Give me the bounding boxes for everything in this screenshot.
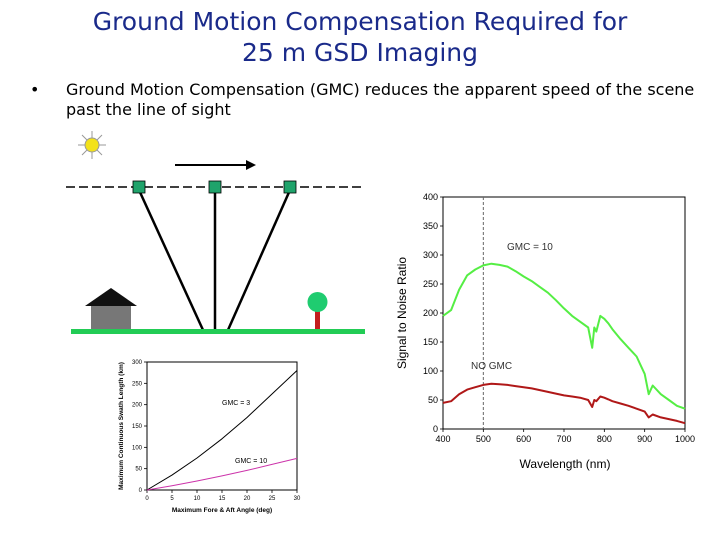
snr-x-tick-label: 700 bbox=[556, 434, 571, 444]
snr-x-tick-label: 400 bbox=[435, 434, 450, 444]
swath-y-tick-label: 300 bbox=[132, 360, 143, 366]
swath-x-tick-label: 25 bbox=[269, 496, 276, 502]
snr-y-tick-label: 400 bbox=[423, 192, 438, 202]
house-icon bbox=[85, 288, 137, 330]
snr-y-axis-label: Signal to Noise Ratio bbox=[395, 257, 409, 369]
snr-series-line-0 bbox=[442, 262, 686, 410]
snr-y-tick-label: 100 bbox=[423, 366, 438, 376]
snr-x-tick-label: 800 bbox=[597, 434, 612, 444]
swath-y-tick-label: 50 bbox=[135, 467, 142, 473]
snr-x-tick-label: 1000 bbox=[675, 434, 695, 444]
swath-x-axis-label: Maximum Fore & Aft Angle (deg) bbox=[172, 507, 272, 514]
swath-y-tick-label: 0 bbox=[139, 488, 143, 494]
bullet-text: Ground Motion Compensation (GMC) reduces… bbox=[66, 80, 695, 119]
ground-line bbox=[71, 329, 365, 334]
slide-title: Ground Motion Compensation Required for … bbox=[0, 6, 720, 68]
swath-x-tick-label: 20 bbox=[244, 496, 251, 502]
swath-x-tick-label: 30 bbox=[294, 496, 301, 502]
tree-icon bbox=[307, 292, 328, 330]
snr-x-tick-label: 500 bbox=[476, 434, 491, 444]
snr-x-axis-label: Wavelength (nm) bbox=[520, 457, 611, 471]
swath-plot-area bbox=[146, 361, 298, 491]
snr-x-tick-label: 600 bbox=[516, 434, 531, 444]
motion-arrow-icon bbox=[175, 160, 256, 170]
bullet-dot: • bbox=[30, 80, 40, 99]
swath-y-tick-label: 200 bbox=[132, 403, 143, 409]
snr-y-tick-label: 50 bbox=[428, 395, 438, 405]
swath-y-tick-label: 150 bbox=[132, 424, 143, 430]
swath-y-axis-label: Maximum Continuous Swath Length (km) bbox=[118, 362, 125, 490]
swath-x-tick-label: 15 bbox=[219, 496, 226, 502]
snr-y-tick-label: 200 bbox=[423, 308, 438, 318]
snr-y-tick-label: 0 bbox=[433, 424, 438, 434]
snr-y-tick-label: 150 bbox=[423, 337, 438, 347]
snr-series-label-nogmc: NO GMC bbox=[471, 361, 512, 372]
swath-y-tick-label: 100 bbox=[132, 445, 143, 451]
swath-x-tick-label: 10 bbox=[194, 496, 201, 502]
lines-of-sight bbox=[137, 189, 292, 331]
satellite-icon bbox=[208, 180, 222, 194]
snr-series-label-gmc10: GMC = 10 bbox=[507, 242, 553, 253]
snr-chart: 400 500 600 700 800 900 1000 0 50 100 150 200 250 300… bbox=[395, 192, 695, 471]
swath-x-tick-label: 5 bbox=[170, 496, 174, 502]
swath-series-label-gmc3: GMC = 3 bbox=[222, 400, 250, 407]
sun-icon bbox=[78, 131, 106, 159]
swath-x-tick-label: 0 bbox=[145, 496, 149, 502]
swath-series-line-1 bbox=[146, 457, 298, 491]
swath-series-label-gmc10: GMC = 10 bbox=[235, 458, 267, 465]
snr-series-line-1 bbox=[442, 382, 686, 425]
title-line-2: 25 m GSD Imaging bbox=[241, 38, 479, 67]
snr-y-tick-label: 350 bbox=[423, 221, 438, 231]
satellite-icon bbox=[132, 180, 146, 194]
swath-y-tick-label: 250 bbox=[132, 381, 143, 387]
satellite-icon bbox=[283, 180, 297, 194]
snr-y-tick-label: 250 bbox=[423, 279, 438, 289]
snr-x-tick-label: 900 bbox=[637, 434, 652, 444]
snr-y-tick-label: 300 bbox=[423, 250, 438, 260]
swath-series-line-0 bbox=[146, 370, 298, 491]
title-line-1: Ground Motion Compensation Required for bbox=[92, 7, 628, 36]
